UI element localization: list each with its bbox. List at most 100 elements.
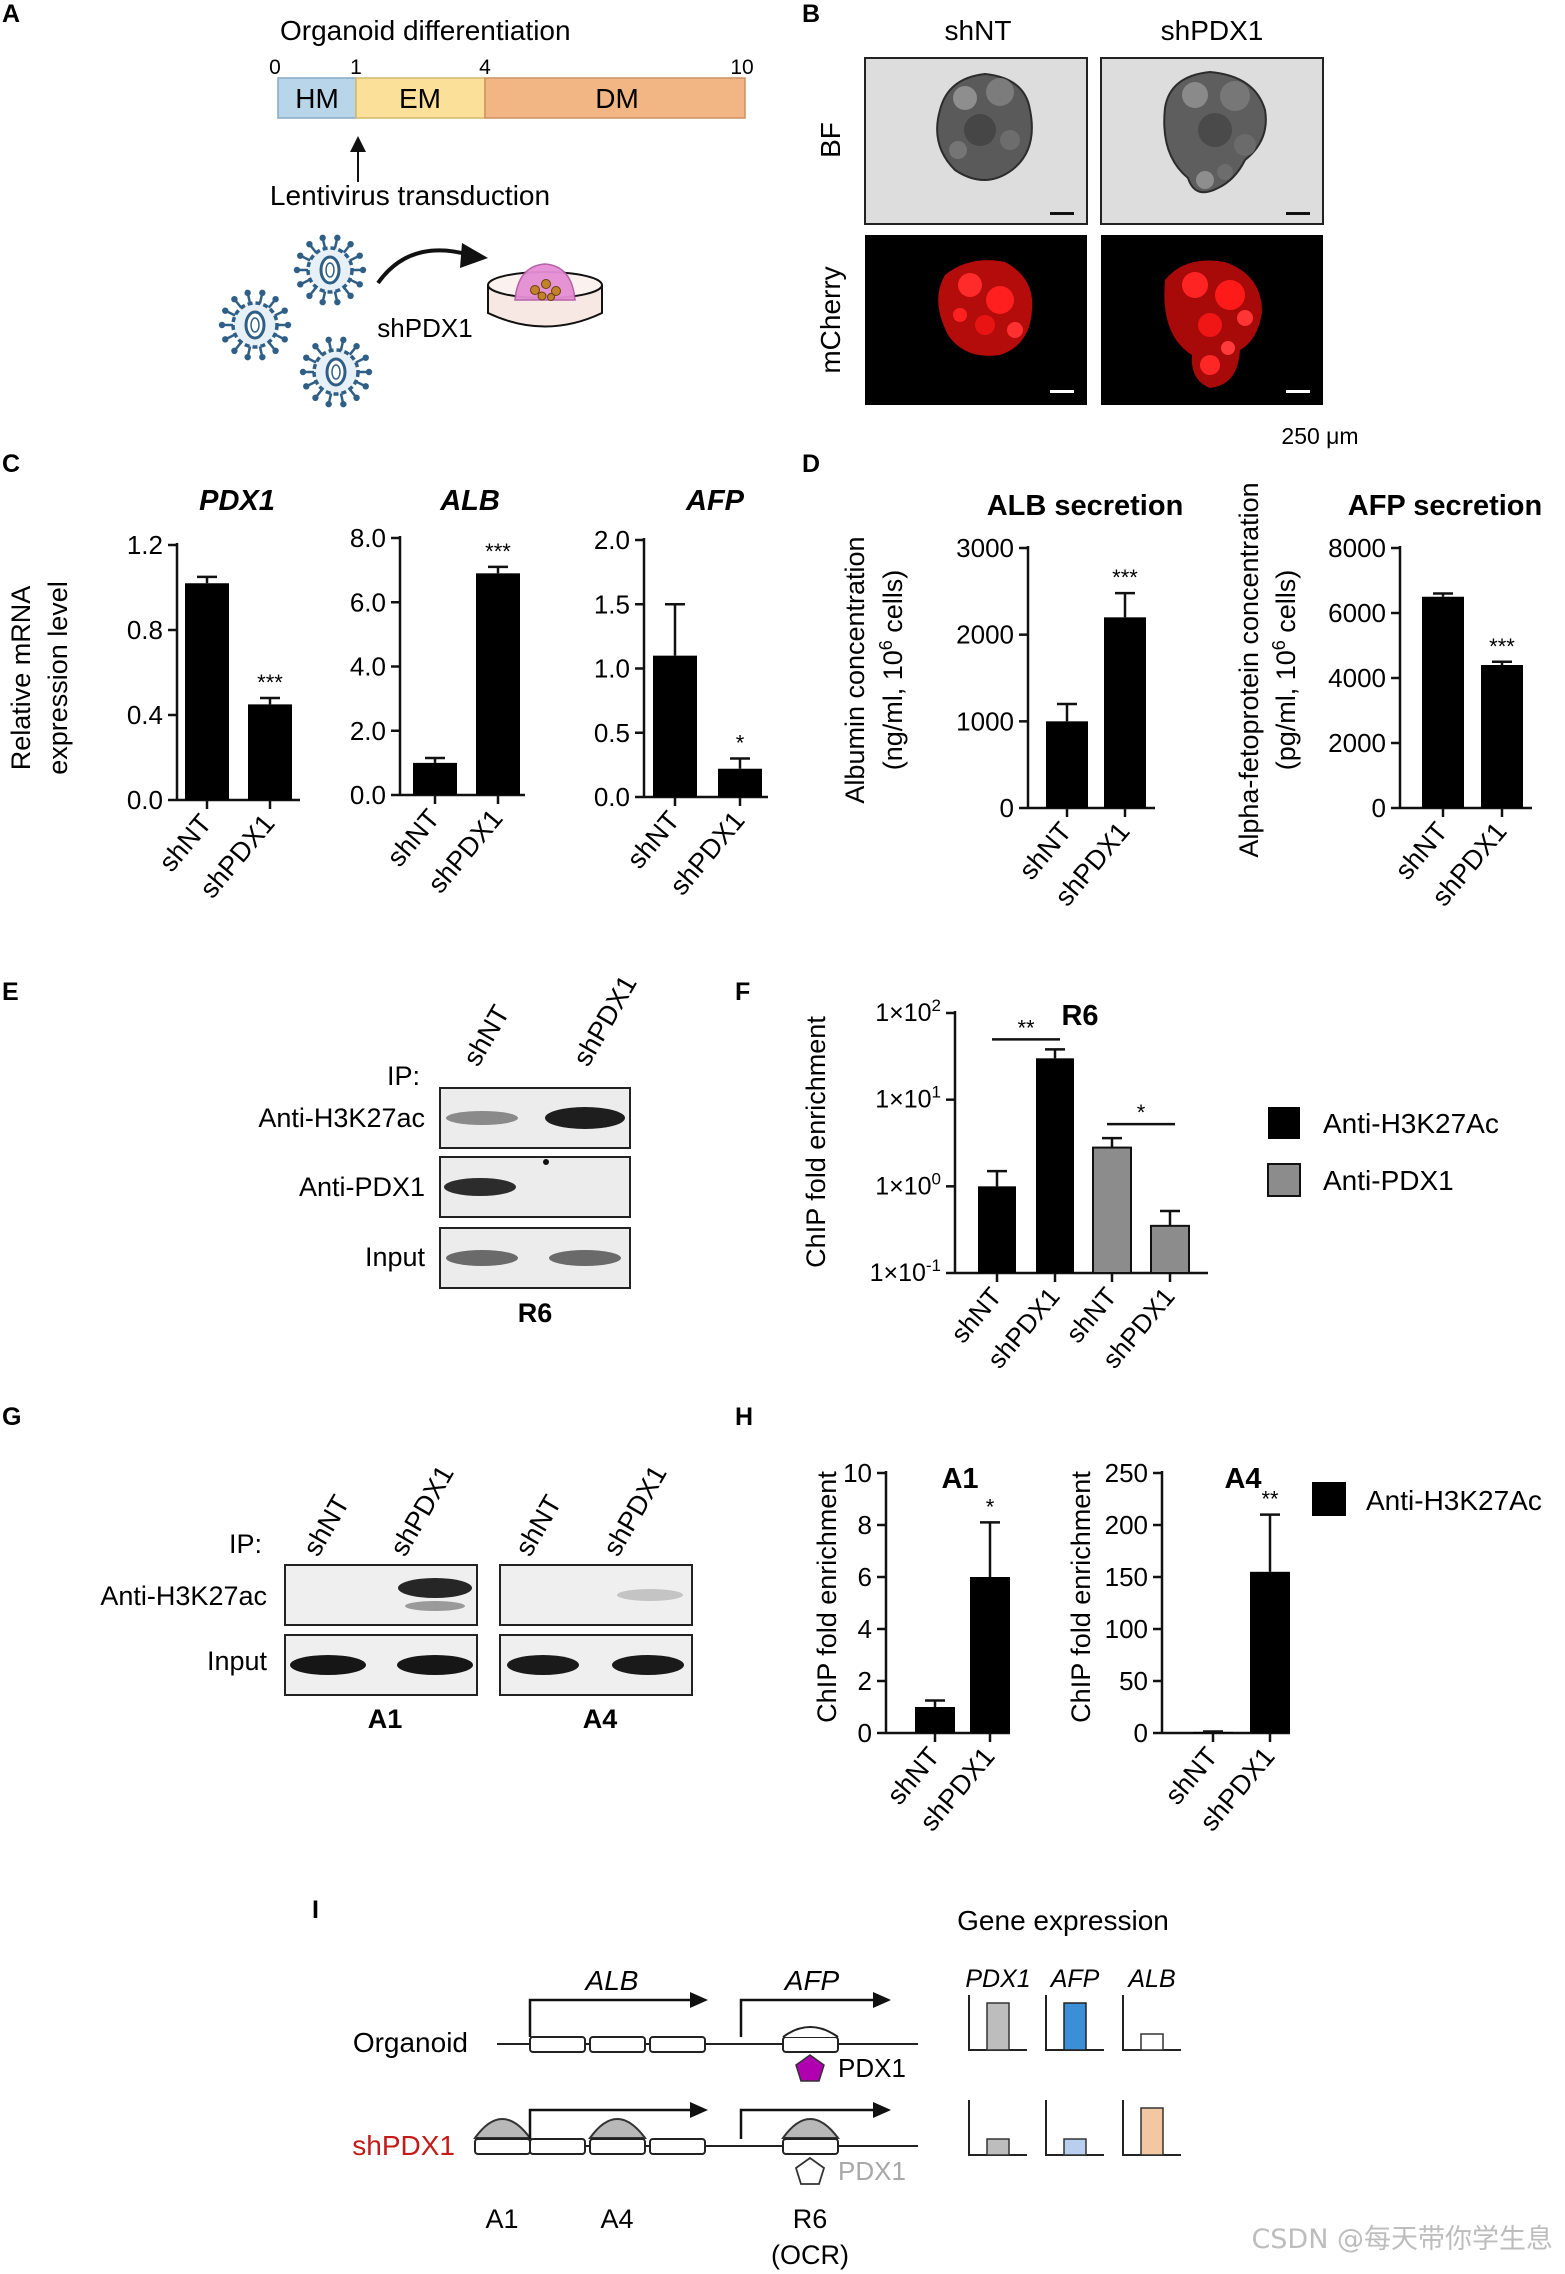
expression-box-shpdx1-alb — [1122, 2100, 1181, 2156]
alb-secretion-title: ALB secretion — [987, 490, 1184, 522]
a1-chip-y-tick-label: 8 — [858, 1510, 872, 1540]
panel-g-ip-label: IP: — [229, 1529, 262, 1559]
panel-h-charts: 0246810shNT*shPDX1A1050100150200250shNT*… — [843, 1458, 1290, 1837]
panel-f-ylabel: ChIP fold enrichment — [801, 1016, 831, 1268]
gel-input-r6 — [439, 1227, 631, 1289]
afp-mrna-bar-shpdx1 — [718, 768, 762, 797]
a1-chip-significance: * — [986, 1494, 995, 1519]
afp-secretion-y-tick-label: 4000 — [1328, 663, 1386, 693]
panel-letter-e: E — [2, 978, 19, 1006]
panel-letter-f: F — [735, 978, 750, 1006]
panel-b-col-shpdx1: shPDX1 — [1161, 15, 1264, 46]
timeline-tick-0: 0 — [269, 56, 281, 79]
gel-h3k27ac-r6 — [439, 1087, 631, 1149]
gel-h3k27ac-a1 — [284, 1564, 478, 1626]
culture-dish-icon — [487, 263, 603, 328]
stage-dm-label: DM — [595, 83, 639, 114]
site-label-ocr: (OCR) — [771, 2240, 849, 2270]
r6-title: R6 — [1061, 1000, 1098, 1032]
afp-mrna-y-tick-label: 0.5 — [594, 718, 630, 748]
virus-icon — [293, 234, 367, 306]
panel-b-col-shnt: shNT — [945, 15, 1012, 46]
panel-g-region-a4: A4 — [583, 1704, 618, 1734]
pdx1-mrna-significance: *** — [257, 670, 283, 695]
r6-y-tick-label: 1×101 — [875, 1083, 941, 1114]
virus-icon — [299, 336, 373, 408]
a4-chip-y-tick-label: 50 — [1119, 1666, 1148, 1696]
panel-e-row-h3k27ac: Anti-H3K27ac — [258, 1103, 425, 1133]
expr-label-pdx1: PDX1 — [965, 1965, 1030, 1993]
pdx1-mrna-bar-shnt — [185, 583, 229, 800]
alb-mrna-bar-shpdx1 — [476, 573, 520, 795]
expression-box-organoid-pdx1 — [968, 1995, 1027, 2051]
afp-mrna-title: AFP — [685, 485, 745, 517]
lentivirus-icons — [218, 234, 373, 408]
afp-secretion-bar-shnt — [1422, 596, 1464, 808]
a1-chip-y-tick-label: 6 — [858, 1562, 872, 1592]
panel-letter-a: A — [2, 0, 20, 28]
gene-expression-title: Gene expression — [957, 1905, 1169, 1936]
panel-a-title: Organoid differentiation — [280, 15, 571, 46]
a1-chip-title: A1 — [941, 1463, 978, 1495]
r6-bar-h3k27ac-shnt — [978, 1186, 1016, 1273]
r6-significance-h3k27ac: ** — [1017, 1015, 1035, 1040]
panel-d-afp-ylabel-line1: Alpha-fetoprotein concentration — [1234, 482, 1264, 857]
a4-chip-y-tick-label: 200 — [1105, 1510, 1148, 1540]
gel-input-a1 — [284, 1634, 478, 1696]
mcherry-image-shpdx1 — [1101, 235, 1323, 405]
panel-g-lane-a4-shpdx1: shPDX1 — [597, 1460, 673, 1561]
stage-em-bar — [355, 77, 486, 119]
panel-letter-h: H — [735, 1403, 753, 1431]
pdx1-bound-label: PDX1 — [838, 2053, 906, 2083]
pdx1-lost-icon — [794, 2156, 826, 2185]
afp-secretion-y-tick-label: 0 — [1372, 793, 1386, 823]
timeline-tick-4: 4 — [479, 56, 491, 79]
panel-g-lane-a1-shnt: shNT — [297, 1490, 355, 1561]
transduction-label: Lentivirus transduction — [270, 180, 550, 211]
pdx1-mrna-y-tick-label: 1.2 — [127, 530, 163, 560]
a4-chip-title: A4 — [1224, 1463, 1261, 1495]
panel-e-ip-label: IP: — [387, 1061, 420, 1091]
panel-c-ylabel-line1: Relative mRNA — [6, 586, 36, 771]
legend-label-h3k27ac-h: Anti-H3K27Ac — [1366, 1485, 1542, 1516]
curved-arrow-icon — [376, 243, 488, 285]
timeline-tick-10: 10 — [730, 56, 753, 79]
a4-chip-bar-shpdx1 — [1250, 1571, 1290, 1733]
panel-e-lane-shnt: shNT — [457, 1000, 515, 1071]
panel-b-row-mcherry: mCherry — [815, 266, 846, 373]
r6-bar-pdx1-shpdx1 — [1150, 1224, 1190, 1274]
a1-chip-bar-shpdx1 — [970, 1577, 1010, 1733]
afp-secretion-y-tick-label: 8000 — [1328, 533, 1386, 563]
afp-mrna-bar-shnt — [653, 655, 697, 797]
stage-hm-label: HM — [295, 83, 339, 114]
legend-swatch-pdx1 — [1267, 1163, 1301, 1197]
pdx1-mrna-y-tick-label: 0.4 — [127, 700, 163, 730]
pdx1-mrna-bar-shpdx1 — [248, 704, 292, 800]
expression-box-organoid-afp — [1045, 1995, 1104, 2051]
a1-chip-y-tick-label: 10 — [843, 1458, 872, 1488]
expression-box-shpdx1-pdx1 — [968, 2100, 1027, 2156]
r6-y-tick-label: 1×100 — [875, 1169, 941, 1200]
site-label-a4: A4 — [600, 2204, 633, 2234]
alb-secretion-y-tick-label: 3000 — [956, 533, 1014, 563]
legend-swatch-h3k27ac — [1268, 1107, 1300, 1139]
expr-label-alb: ALB — [1126, 1965, 1175, 1993]
virus-icon — [218, 289, 292, 361]
alb-mrna-y-tick-label: 2.0 — [350, 716, 386, 746]
panel-d-alb-ylabel-line2: (ng/ml, 106 cells) — [876, 570, 908, 771]
a1-chip-bar-shnt — [915, 1707, 955, 1733]
r6-bar-h3k27ac-shpdx1 — [1036, 1058, 1074, 1273]
legend-swatch-h3k27ac-h — [1312, 1482, 1346, 1516]
panel-d-alb-ylabel-line1: Albumin concentration — [840, 536, 870, 803]
alb-secretion-y-tick-label: 0 — [1000, 793, 1014, 823]
gel-h3k27ac-a4 — [499, 1564, 693, 1626]
pdx1-lost-label: PDX1 — [838, 2156, 906, 2186]
alb-mrna-title: ALB — [439, 485, 500, 517]
alb-secretion-y-tick-label: 2000 — [956, 620, 1014, 650]
alb-mrna-y-tick-label: 4.0 — [350, 652, 386, 682]
row-label-shpdx1: shPDX1 — [352, 2130, 455, 2161]
